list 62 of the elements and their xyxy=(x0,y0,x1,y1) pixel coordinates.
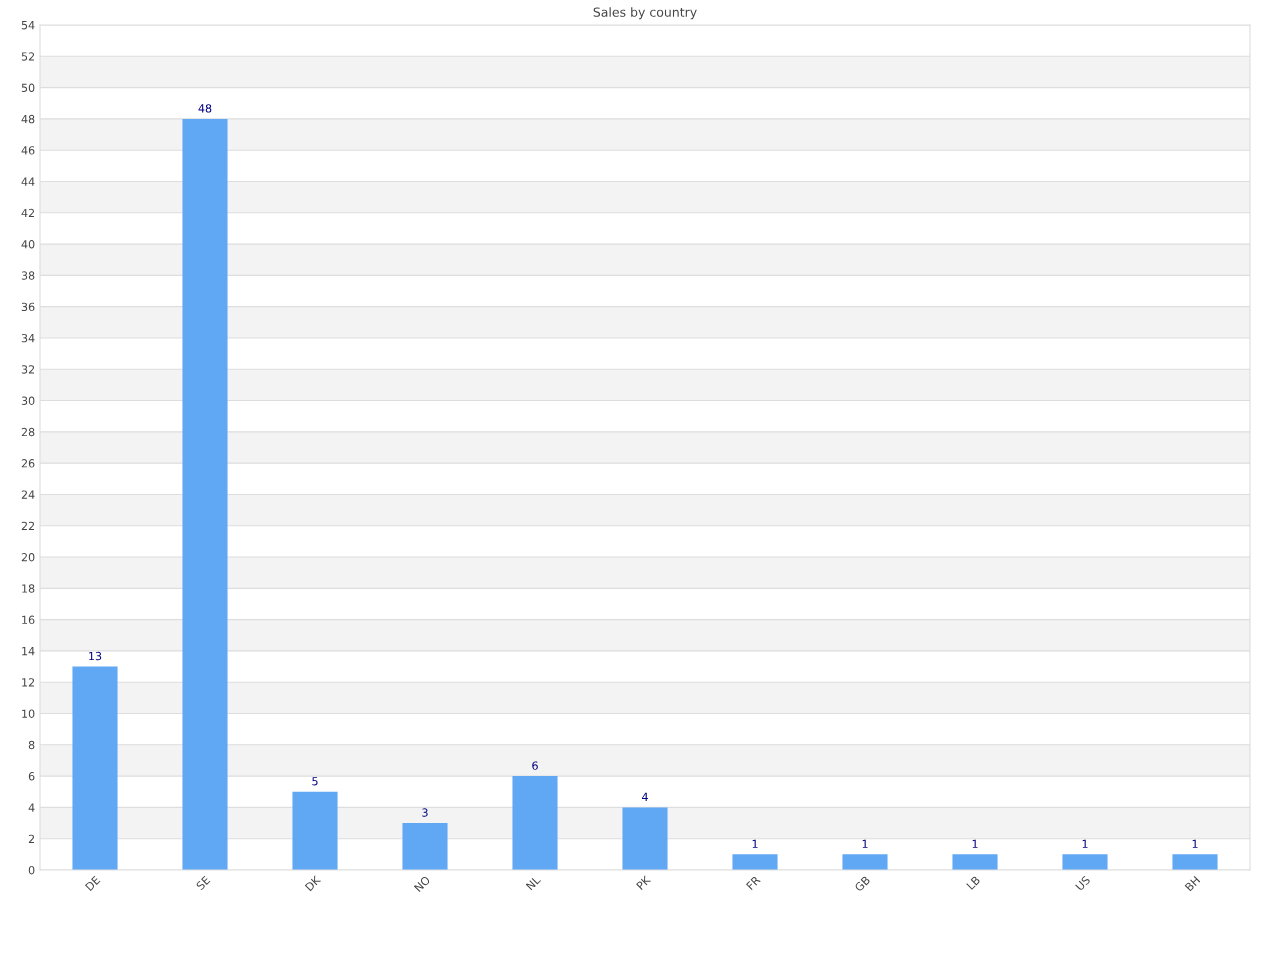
y-tick-label: 30 xyxy=(21,396,35,405)
x-tick-label: DE xyxy=(85,875,101,892)
x-tick-label: NO xyxy=(413,875,431,893)
y-tick-label: 48 xyxy=(21,114,35,124)
bar xyxy=(512,776,558,870)
data-label: 4 xyxy=(642,792,648,801)
y-tick-label: 52 xyxy=(21,52,35,61)
y-tick-label: 34 xyxy=(21,333,35,343)
y-tick-label: 8 xyxy=(28,740,35,750)
y-tick-label: 4 xyxy=(28,803,35,812)
x-tick-label: BH xyxy=(1184,875,1201,892)
bar xyxy=(732,854,778,870)
y-tick-label: 42 xyxy=(21,208,35,217)
y-tick-label: 18 xyxy=(22,584,35,593)
y-tick-label: 10 xyxy=(22,709,35,718)
x-tick-label: LB xyxy=(966,875,981,890)
y-tick-label: 0 xyxy=(28,865,35,875)
y-tick-label: 32 xyxy=(21,365,35,374)
y-tick-label: 12 xyxy=(22,678,35,687)
x-tick-label: FR xyxy=(746,875,761,891)
data-label: 48 xyxy=(198,104,212,113)
y-tick-label: 14 xyxy=(22,647,35,656)
data-label: 3 xyxy=(422,808,428,817)
data-label: 1 xyxy=(972,839,978,848)
y-tick-label: 40 xyxy=(21,240,35,249)
y-tick-label: 28 xyxy=(21,427,35,437)
x-tick-label: US xyxy=(1075,875,1091,891)
y-tick-label: 46 xyxy=(21,146,35,155)
bar xyxy=(292,791,338,870)
data-label: 1 xyxy=(1082,839,1088,848)
x-tick-label: PK xyxy=(636,874,652,890)
bar xyxy=(1172,854,1218,870)
x-tick-label: SE xyxy=(195,875,211,891)
y-tick-label: 50 xyxy=(21,83,35,92)
bar xyxy=(72,666,118,870)
data-label: 1 xyxy=(1192,839,1198,848)
data-label: 1 xyxy=(752,839,758,848)
y-tick-label: 2 xyxy=(28,834,35,843)
y-tick-label: 38 xyxy=(21,271,35,280)
y-tick-label: 24 xyxy=(21,490,35,499)
data-label: 6 xyxy=(532,761,538,770)
y-tick-label: 6 xyxy=(28,772,35,781)
y-tick-label: 36 xyxy=(21,302,35,312)
y-tick-label: 54 xyxy=(21,21,35,30)
y-tick-label: 22 xyxy=(21,521,35,530)
y-tick-label: 26 xyxy=(21,459,35,468)
bar xyxy=(182,118,228,870)
bar xyxy=(842,854,888,870)
y-tick-label: 44 xyxy=(21,177,35,186)
x-tick-label: DK xyxy=(304,874,322,892)
y-tick-label: 20 xyxy=(21,553,35,562)
x-tick-label: GB xyxy=(854,875,871,892)
bar xyxy=(1062,854,1108,870)
y-tick-label: 16 xyxy=(22,615,35,625)
chart-title: Sales by country xyxy=(593,7,697,20)
data-label: 5 xyxy=(312,777,318,786)
x-tick-label: NL xyxy=(525,875,541,891)
data-label: 1 xyxy=(862,839,868,848)
data-label: 13 xyxy=(89,651,102,661)
bar xyxy=(952,854,998,870)
bar xyxy=(622,807,668,870)
bar xyxy=(402,823,448,870)
